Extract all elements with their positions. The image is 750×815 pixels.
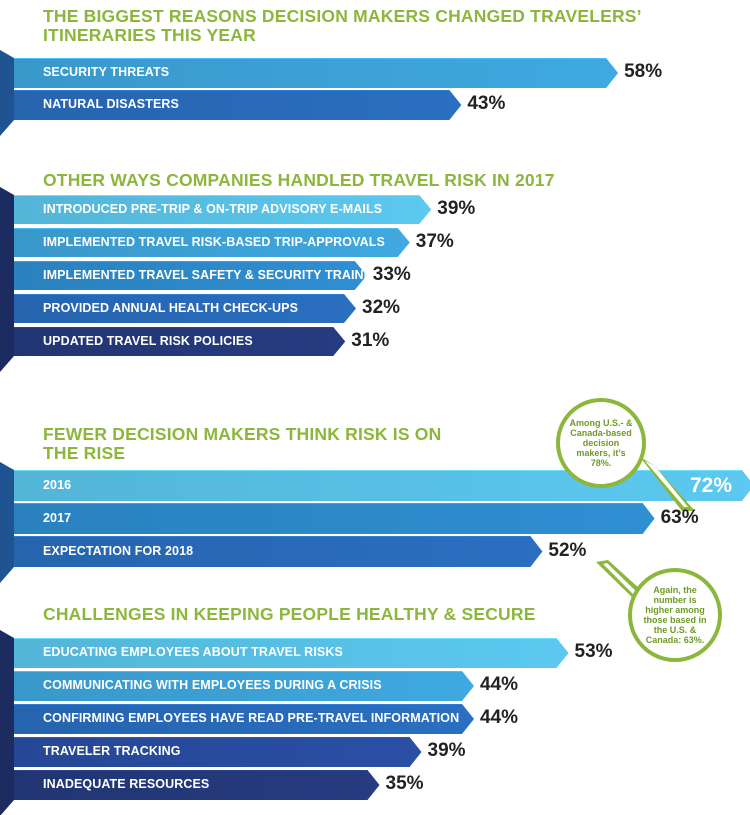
callout-bubble-2016: Among U.S.- & Canada-based decision make… <box>556 398 646 488</box>
bar-value-label: 35% <box>385 773 424 794</box>
ribbon-tail <box>0 187 14 372</box>
section-title-risk-rise: FEWER DECISION MAKERS THINK RISK IS ON T… <box>43 425 463 463</box>
bar-label: IMPLEMENTED TRAVEL RISK-BASED TRIP-APPRO… <box>43 234 385 249</box>
bar-label: COMMUNICATING WITH EMPLOYEES DURING A CR… <box>43 678 382 692</box>
bar-label: IMPLEMENTED TRAVEL SAFETY & SECURITY TRA… <box>43 267 387 282</box>
bar-1-2 <box>14 261 367 290</box>
bar-value-label: 32% <box>362 296 401 318</box>
bar-label: CONFIRMING EMPLOYEES HAVE READ PRE-TRAVE… <box>43 711 460 725</box>
section-title-line: CHALLENGES IN KEEPING PEOPLE HEALTHY & S… <box>43 604 536 624</box>
bar-1-4 <box>14 327 346 356</box>
ribbon-tail <box>0 462 14 583</box>
bar-0-0 <box>14 58 619 88</box>
bar-value-label: 58% <box>624 61 663 82</box>
bar-2-2 <box>14 536 543 567</box>
bar-value-label: 33% <box>372 263 411 285</box>
section-title-itinerary-reasons: THE BIGGEST REASONS DECISION MAKERS CHAN… <box>43 7 750 45</box>
bar-3-0 <box>14 638 569 668</box>
section-title-line: THE BIGGEST REASONS DECISION MAKERS CHAN… <box>43 6 641 45</box>
bar-label: TRAVELER TRACKING <box>43 744 181 758</box>
bar-label: 2016 <box>43 477 72 492</box>
bar-label: 2017 <box>43 510 72 525</box>
ribbon-tail <box>0 630 14 815</box>
bar-1-0 <box>14 195 432 224</box>
section-title-travel-risk-2017: OTHER WAYS COMPANIES HANDLED TRAVEL RISK… <box>43 171 555 190</box>
section-title-line: FEWER DECISION MAKERS THINK RISK IS ON T… <box>43 424 442 463</box>
bar-label: SECURITY THREATS <box>43 65 170 79</box>
bar-value-label: 37% <box>415 230 454 252</box>
bar-2-0 <box>14 470 750 501</box>
bar-value-label: 43% <box>467 93 506 114</box>
bar-label: NATURAL DISASTERS <box>43 97 179 111</box>
bar-3-1 <box>14 671 474 701</box>
bar-3-2 <box>14 704 474 734</box>
callout-bubble-2018: Again, the number is higher among those … <box>628 568 722 662</box>
bar-value-label: 44% <box>480 707 519 728</box>
bar-1-1 <box>14 228 410 257</box>
bar-3-4 <box>14 770 380 800</box>
bar-value-label: 31% <box>351 329 390 351</box>
bar-label: INADEQUATE RESOURCES <box>43 777 210 791</box>
bar-value-label: 39% <box>427 740 466 761</box>
bar-value-label: 52% <box>548 539 587 561</box>
bar-3-3 <box>14 737 422 767</box>
bar-0-1 <box>14 90 462 120</box>
callout-text-2016: Among U.S.- & Canada-based decision make… <box>569 418 633 468</box>
bar-2-1 <box>14 503 655 534</box>
callout-text-2018: Again, the number is higher among those … <box>643 585 707 645</box>
bar-value-label: 63% <box>660 506 699 528</box>
bar-label: EDUCATING EMPLOYEES ABOUT TRAVEL RISKS <box>43 645 343 659</box>
bar-label: INTRODUCED PRE-TRIP & ON-TRIP ADVISORY E… <box>43 201 383 216</box>
ribbon-tail <box>0 50 14 136</box>
bar-label: EXPECTATION FOR 2018 <box>43 543 194 558</box>
bar-1-3 <box>14 294 356 323</box>
bar-value-label: 72% <box>690 473 733 497</box>
bar-value-label: 53% <box>574 641 613 662</box>
section-title-challenges: CHALLENGES IN KEEPING PEOPLE HEALTHY & S… <box>43 605 536 624</box>
bar-value-label: 39% <box>437 197 476 219</box>
bar-label: PROVIDED ANNUAL HEALTH CHECK-UPS <box>43 300 299 315</box>
bar-value-label: 44% <box>480 674 519 695</box>
section-title-line: OTHER WAYS COMPANIES HANDLED TRAVEL RISK… <box>43 170 555 190</box>
bar-label: UPDATED TRAVEL RISK POLICIES <box>43 333 253 348</box>
